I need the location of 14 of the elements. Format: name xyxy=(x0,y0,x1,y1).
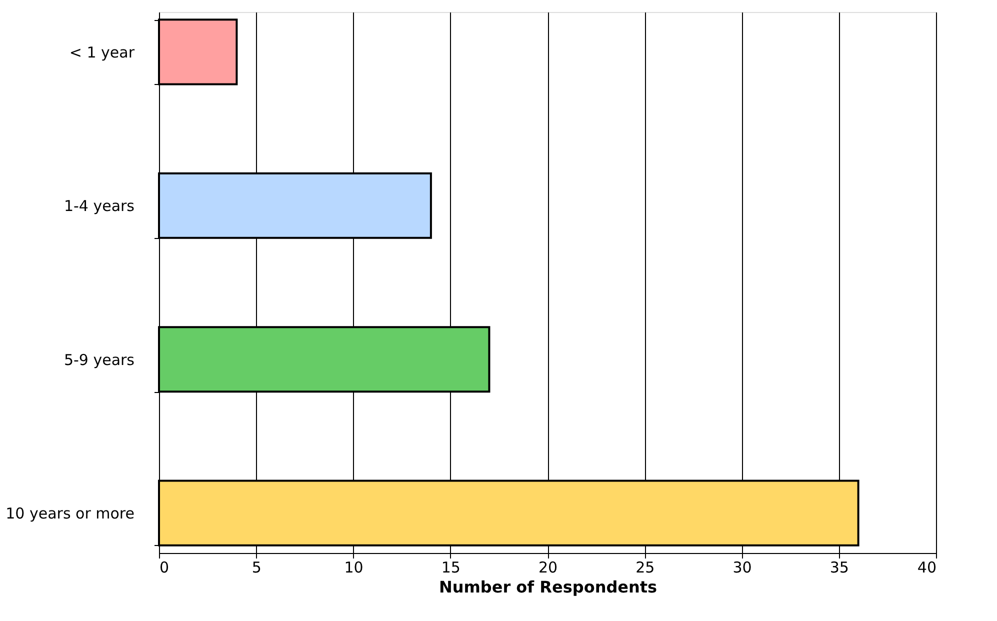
x-tick-label: 35 xyxy=(830,558,849,576)
y-tick-label: 1-4 years xyxy=(64,197,135,216)
x-tick-label: 5 xyxy=(252,558,262,576)
x-axis-title: Number of Respondents xyxy=(438,578,658,596)
x-tick-label: 0 xyxy=(160,558,170,576)
y-tick-label: 5-9 years xyxy=(64,350,135,369)
x-tick-label: 30 xyxy=(732,558,752,576)
x-tick-label: 10 xyxy=(344,558,364,576)
y-tick-label: 10 years or more xyxy=(6,504,134,523)
x-tick-label: 40 xyxy=(917,558,936,576)
x-tick-label: 15 xyxy=(441,558,460,576)
y-tick-label: < 1 year xyxy=(69,43,136,62)
x-tick-label: 20 xyxy=(538,558,558,576)
x-tick-label: 25 xyxy=(636,558,655,576)
